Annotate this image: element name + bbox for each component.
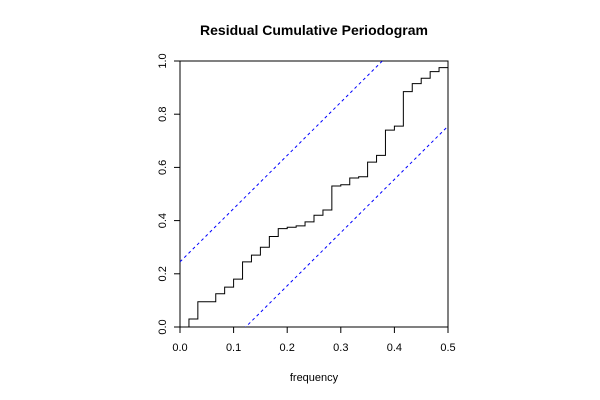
- x-axis: 0.0 0.1 0.2 0.3 0.4 0.5: [172, 327, 456, 354]
- x-tick-label: 0.2: [280, 342, 295, 354]
- y-tick-label: 0.0: [157, 319, 169, 334]
- x-tick-label: 0.3: [333, 342, 348, 354]
- y-tick-label: 1.0: [157, 53, 169, 68]
- x-tick-label: 0.4: [387, 342, 402, 354]
- x-tick-label: 0.0: [172, 342, 187, 354]
- plot-frame: [179, 60, 449, 328]
- x-tick-label: 0.5: [440, 342, 455, 354]
- series-layer: [180, 61, 448, 327]
- x-axis-label: frequency: [290, 372, 339, 384]
- y-tick-label: 0.4: [157, 213, 169, 228]
- y-axis: 0.0 0.2 0.4 0.6 0.8 1.0: [157, 53, 180, 335]
- y-tick-label: 0.6: [157, 160, 169, 175]
- cumulative-periodogram-step-line: [180, 63, 448, 327]
- y-tick-label: 0.8: [157, 107, 169, 122]
- y-tick-label: 0.2: [157, 266, 169, 281]
- lower-confidence-band-line: [244, 125, 448, 327]
- chart-title: Residual Cumulative Periodogram: [200, 22, 428, 38]
- upper-confidence-band-line: [180, 61, 384, 263]
- x-tick-label: 0.1: [226, 342, 241, 354]
